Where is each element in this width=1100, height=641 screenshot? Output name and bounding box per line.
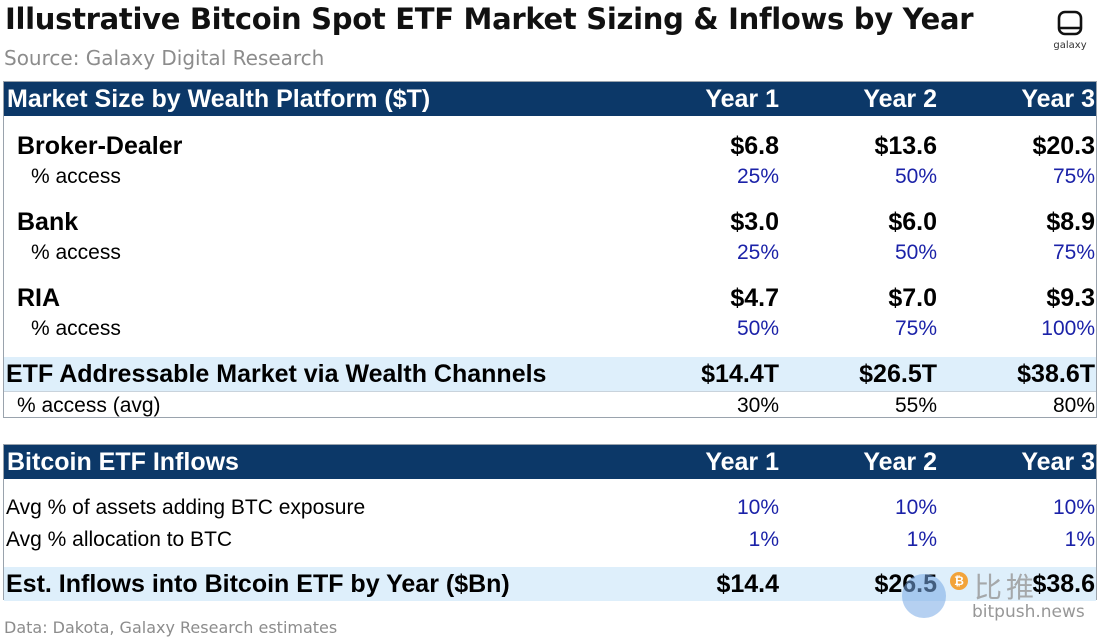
- avg-access-year3: 80%: [1052, 394, 1095, 417]
- allocation-btc-year2: 1%: [906, 528, 937, 551]
- bank-year3: $8.9: [1046, 208, 1095, 236]
- market-size-header-row: Market Size by Wealth Platform ($T) Year…: [4, 82, 1096, 116]
- broker-dealer-year2: $13.6: [874, 132, 937, 160]
- adding-btc-label: Avg % of assets adding BTC exposure: [6, 496, 366, 519]
- avg-access-year1: 30%: [736, 394, 779, 417]
- addressable-market-year1: $14.4T: [701, 360, 779, 388]
- broker-dealer-access-year3: 75%: [1052, 165, 1095, 188]
- galaxy-logo-icon: [1057, 10, 1083, 36]
- est-inflows-row: Est. Inflows into Bitcoin ETF by Year ($…: [4, 567, 1096, 601]
- est-inflows-label: Est. Inflows into Bitcoin ETF by Year ($…: [6, 570, 510, 598]
- bank-row: Bank $3.0 $6.0 $8.9: [4, 207, 1096, 237]
- inflows-header-row: Bitcoin ETF Inflows Year 1 Year 2 Year 3: [4, 445, 1096, 479]
- bank-label: Bank: [17, 208, 79, 236]
- bank-access-label: % access: [31, 241, 121, 264]
- inflows-header-year1: Year 1: [705, 448, 779, 476]
- inflows-header-year2: Year 2: [863, 448, 937, 476]
- ria-year2: $7.0: [888, 284, 937, 312]
- adding-btc-year3: 10%: [1052, 496, 1095, 519]
- est-inflows-year2: $26.5: [874, 570, 937, 598]
- avg-access-label: % access (avg): [17, 394, 161, 417]
- broker-dealer-label: Broker-Dealer: [17, 132, 183, 160]
- adding-btc-year1: 10%: [736, 496, 779, 519]
- broker-dealer-row: Broker-Dealer $6.8 $13.6 $20.3: [4, 131, 1096, 161]
- ria-year1: $4.7: [730, 284, 779, 312]
- bank-access-row: % access 25% 50% 75%: [4, 239, 1096, 269]
- broker-dealer-access-label: % access: [31, 165, 121, 188]
- bank-access-year3: 75%: [1052, 241, 1095, 264]
- allocation-btc-label: Avg % allocation to BTC: [6, 528, 233, 551]
- source-subtitle: Source: Galaxy Digital Research: [4, 46, 325, 70]
- allocation-btc-year1: 1%: [748, 528, 779, 551]
- adding-btc-row: Avg % of assets adding BTC exposure 10% …: [4, 494, 1096, 524]
- avg-access-row: % access (avg) 30% 55% 80%: [4, 391, 1096, 420]
- addressable-market-year3: $38.6T: [1017, 360, 1095, 388]
- avg-access-year2: 55%: [894, 394, 937, 417]
- allocation-btc-year3: 1%: [1064, 528, 1095, 551]
- broker-dealer-access-year1: 25%: [736, 165, 779, 188]
- watermark-url: bitpush.news: [972, 602, 1085, 622]
- ria-access-year2: 75%: [894, 317, 937, 340]
- inflows-header-year3: Year 3: [1021, 448, 1095, 476]
- galaxy-logo-text: galaxy: [1053, 40, 1087, 51]
- addressable-market-row: ETF Addressable Market via Wealth Channe…: [4, 357, 1096, 391]
- header-year3: Year 3: [1021, 85, 1095, 113]
- est-inflows-year1: $14.4: [716, 570, 779, 598]
- ria-access-year1: 50%: [736, 317, 779, 340]
- header-year2: Year 2: [863, 85, 937, 113]
- broker-dealer-year1: $6.8: [730, 132, 779, 160]
- addressable-market-label: ETF Addressable Market via Wealth Channe…: [6, 360, 547, 388]
- bank-access-year2: 50%: [894, 241, 937, 264]
- allocation-btc-row: Avg % allocation to BTC 1% 1% 1%: [4, 526, 1096, 556]
- addressable-market-year2: $26.5T: [859, 360, 937, 388]
- header-year1: Year 1: [705, 85, 779, 113]
- adding-btc-year2: 10%: [894, 496, 937, 519]
- page-title: Illustrative Bitcoin Spot ETF Market Siz…: [5, 2, 974, 36]
- etf-inflows-table: Bitcoin ETF Inflows Year 1 Year 2 Year 3…: [3, 444, 1097, 601]
- inflows-header-label: Bitcoin ETF Inflows: [7, 448, 239, 476]
- ria-year3: $9.3: [1046, 284, 1095, 312]
- bank-year2: $6.0: [888, 208, 937, 236]
- broker-dealer-year3: $20.3: [1032, 132, 1095, 160]
- data-source-footer: Data: Dakota, Galaxy Research estimates: [4, 618, 338, 637]
- broker-dealer-access-year2: 50%: [894, 165, 937, 188]
- bank-year1: $3.0: [730, 208, 779, 236]
- bank-access-year1: 25%: [736, 241, 779, 264]
- est-inflows-year3: $38.6: [1032, 570, 1095, 598]
- market-size-table: Market Size by Wealth Platform ($T) Year…: [3, 81, 1097, 418]
- broker-dealer-access-row: % access 25% 50% 75%: [4, 163, 1096, 193]
- ria-access-row: % access 50% 75% 100%: [4, 315, 1096, 345]
- ria-label: RIA: [17, 284, 61, 312]
- ria-access-label: % access: [31, 317, 121, 340]
- market-size-header-label: Market Size by Wealth Platform ($T): [7, 85, 431, 113]
- ria-access-year3: 100%: [1041, 317, 1095, 340]
- galaxy-logo: galaxy: [1050, 10, 1090, 62]
- ria-row: RIA $4.7 $7.0 $9.3: [4, 283, 1096, 313]
